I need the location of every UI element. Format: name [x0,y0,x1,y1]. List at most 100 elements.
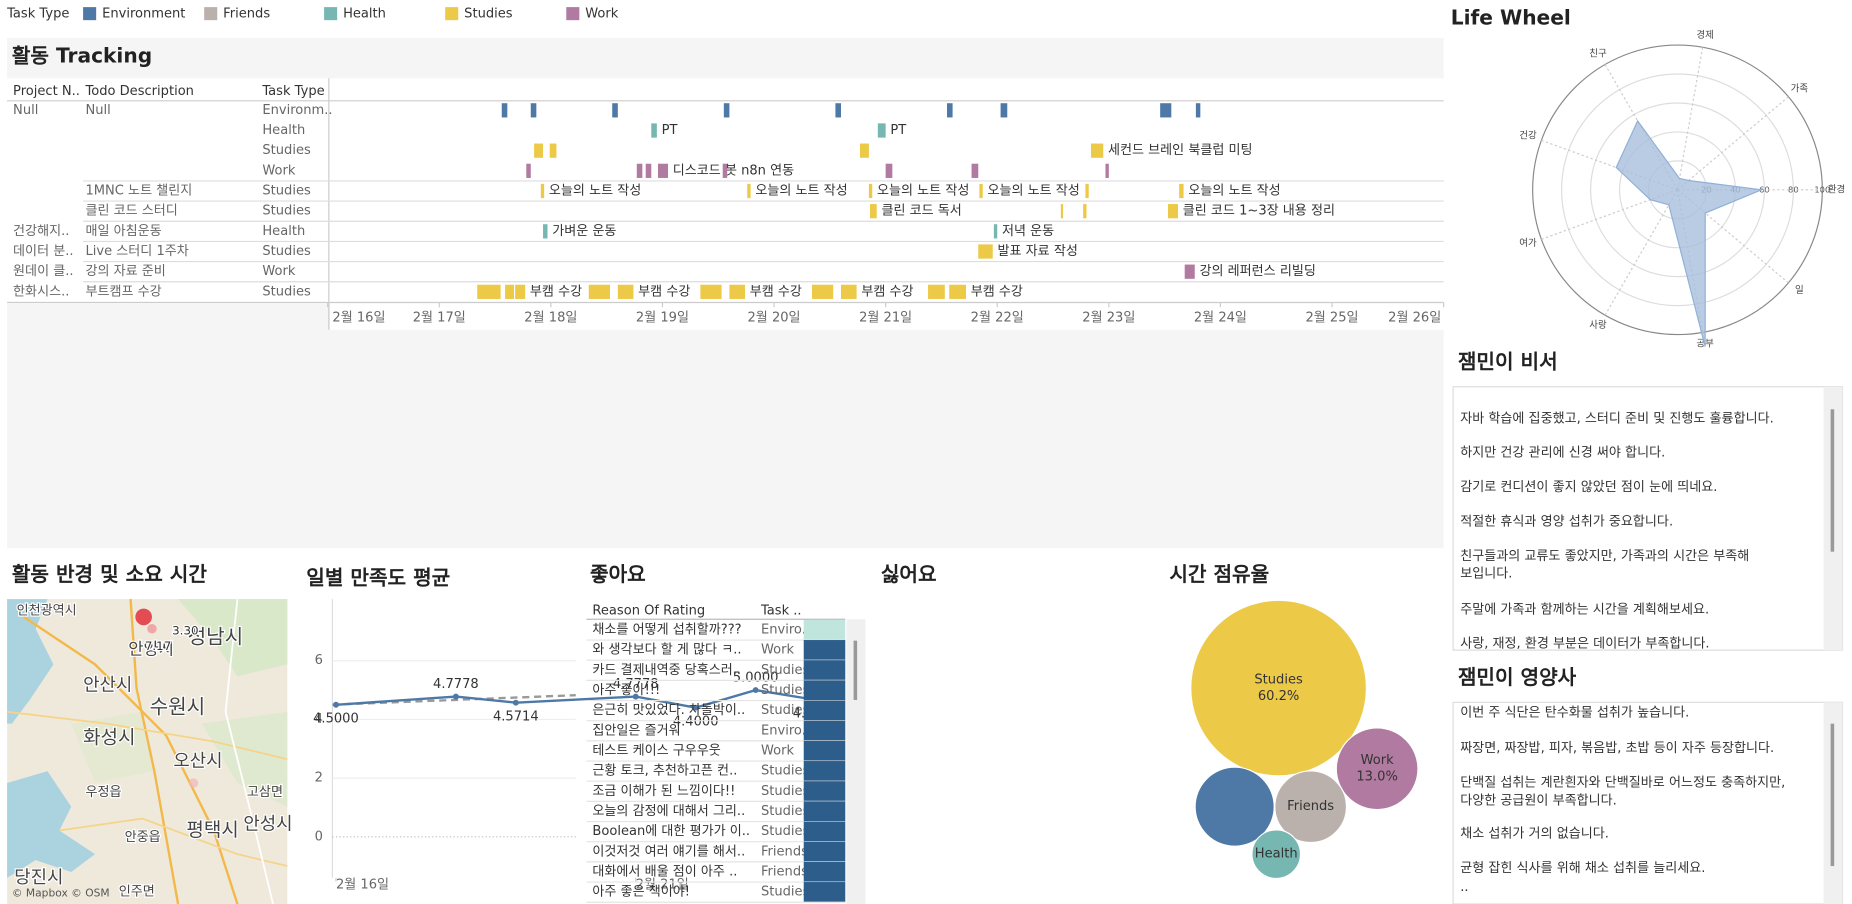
x-tick-label: 2월 17일 [413,310,466,325]
gantt-label: 클린 코드 1~3장 내용 정리 [1183,204,1335,219]
radar-axis [1677,96,1789,191]
legend-title: Task Type [6,7,69,22]
todo-description: 1MNC 노트 챌린지 [85,184,192,199]
y-tick-label: 0 [315,829,323,844]
bubble [1190,599,1368,777]
todo-description: 클린 코드 스터디 [85,204,177,219]
gantt-bar [534,143,544,158]
project-name: 건강해지.. [13,224,69,239]
likes-scroll-thumb[interactable] [853,640,858,700]
rating-task: Studies [761,804,810,819]
rating-color-cell [803,761,846,782]
nutrition-text: 다양한 공급원이 부족합니다. [1460,793,1617,808]
nutritionist-scroll-thumb[interactable] [1830,723,1835,867]
radar-axis [1676,47,1704,190]
map-place: 안성시 [243,814,292,835]
x-tick-label: 2월 18일 [524,310,577,325]
gantt-label: 오늘의 노트 작성 [549,184,641,199]
gantt-bar [477,284,501,299]
column-header: Project N.. [13,84,80,99]
rating-reason: 아주 좋아!!! [592,683,660,698]
rating-reason: 조금 이해가 된 느낌이다!! [592,784,735,799]
data-label: 4.7778 [613,677,659,692]
likes-scrollbar[interactable] [846,619,866,904]
assistant-text: 적절한 휴식과 영양 섭취가 중요합니다. [1460,514,1673,529]
map-place: 화성시 [83,726,135,748]
radar-category: 친구 [1589,49,1607,60]
nutrition-text: 균형 잡힌 식사를 위해 채소 섭취를 늘리세요. [1460,861,1705,876]
rating-reason: 와 생각보다 할 게 많다 ㅋ.. [592,643,741,658]
assistant-text: 자바 학습에 집중했고, 스터디 준비 및 진행도 훌륭합니다. [1460,410,1774,426]
gantt-bar [1060,204,1064,219]
y-tick-label: 6 [315,653,323,668]
gantt-bar [1195,103,1201,118]
bubble-label: Studies [1254,672,1303,687]
rating-reason: 아주 좋은 책이야! [592,885,690,900]
legend-swatch [204,7,218,21]
x-tick-label: 2월 16일 [332,310,385,325]
gantt-bar [505,284,515,299]
gantt-bar [636,163,643,178]
task-type: Environm.. [262,103,332,118]
legend-label: Work [585,7,618,22]
x-tick-label: 2월 24일 [1194,310,1247,325]
task-type: Work [262,264,295,279]
bubble-label: Work [1361,753,1394,768]
gantt-bar [657,163,669,178]
gantt-bar [811,284,834,299]
gantt-bar [515,284,526,299]
legend-swatch [445,7,459,21]
map-place: 당진시 [14,867,63,888]
task-type: Studies [262,184,311,199]
line-point [752,687,759,694]
rating-reason: 대화에서 배울 점이 아주 .. [592,864,737,879]
task-type: Studies [262,284,311,299]
satisfaction-title: 일별 만족도 평균 [306,565,450,589]
bubble [1194,766,1275,847]
assistant-text: 친구들과의 교류도 좋았지만, 가족과의 시간은 부족해 [1460,549,1749,564]
gantt-bar [868,183,873,199]
gantt-bar [722,163,728,178]
gantt-bar [723,103,730,118]
rating-task: Studies [761,703,810,718]
task-type: Health [262,123,305,138]
rating-color-cell [803,821,846,842]
gantt-label: PT [662,123,678,138]
assistant-text: 주말에 가족과 함께하는 시간을 계획해보세요. [1460,602,1709,617]
map-place: 안산시 [83,675,132,696]
rating-color-cell [803,619,846,641]
gantt-bar [978,244,993,259]
radar-category: 사랑 [1589,319,1607,331]
assistant-text: 사랑, 재정, 환경 부분은 데이터가 부족합니다. [1460,637,1709,652]
gantt-label: 오늘의 노트 작성 [877,184,969,199]
rating-reason: 이것저것 여러 얘기를 해서.. [592,844,745,859]
gantt-bar [835,103,841,118]
secretary-scroll-thumb[interactable] [1830,409,1835,552]
rating-task: Work [761,643,794,658]
x-tick-label: 2월 20일 [748,310,801,325]
map-place: 안중읍 [125,830,161,845]
gantt-bar [530,103,537,118]
gantt-bar [1160,103,1172,118]
rating-task: Studies [761,784,810,799]
y-tick-label: 2 [315,771,323,786]
column-header: Task Type [261,84,324,99]
map-place: 오산시 [173,751,222,772]
data-label: 4.7778 [433,677,479,692]
rating-color-cell [803,680,846,701]
legend-swatch [324,7,338,21]
bubble [1335,727,1419,811]
map-attribution: © Mapbox © OSM [12,886,110,899]
rating-reason: 테스트 케이스 구우우웃 [592,743,720,758]
project-name: Null [13,103,38,118]
rating-task: Studies [761,885,810,900]
rating-task: Studies [761,764,810,779]
rating-color-cell [803,700,846,721]
nutrition-text: 짜장면, 짜장밥, 피자, 볶음밥, 초밥 등이 자주 등장합니다. [1460,741,1774,756]
todo-description: Live 스터디 1주차 [85,244,188,259]
gantt-label: 오늘의 노트 작성 [755,184,847,199]
column-header: Task .. [760,603,802,618]
gantt-label: 세컨드 브레인 북클럽 미팅 [1108,143,1253,158]
radar-area [1615,119,1764,347]
gantt-label: PT [890,123,906,138]
